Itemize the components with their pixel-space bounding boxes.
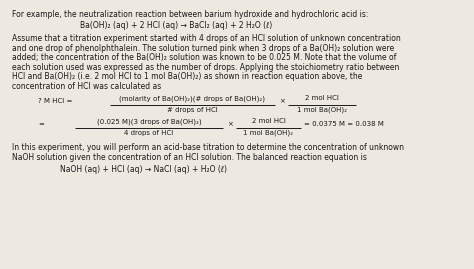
Text: =: = [38,121,44,127]
Text: In this experiment, you will perform an acid-base titration to determine the con: In this experiment, you will perform an … [12,143,404,153]
Text: # drops of HCl: # drops of HCl [167,107,218,113]
Text: NaOH solution given the concentration of an HCl solution. The balanced reaction : NaOH solution given the concentration of… [12,153,367,162]
Text: 2 mol HCl: 2 mol HCl [305,95,339,101]
Text: ? M HCl =: ? M HCl = [38,98,73,104]
Text: 4 drops of HCl: 4 drops of HCl [124,130,173,136]
Text: NaOH (aq) + HCl (aq) → NaCl (aq) + H₂O (ℓ): NaOH (aq) + HCl (aq) → NaCl (aq) + H₂O (… [60,165,227,174]
Text: HCl and Ba(OH)₂ (i.e. 2 mol HCl to 1 mol Ba(OH)₂) as shown in reaction equation : HCl and Ba(OH)₂ (i.e. 2 mol HCl to 1 mol… [12,72,363,81]
Text: (molarity of Ba(OH)₂)(# drops of Ba(OH)₂): (molarity of Ba(OH)₂)(# drops of Ba(OH)₂… [119,95,265,102]
Text: added; the concentration of the Ba(OH)₂ solution was known to be 0.025 M. Note t: added; the concentration of the Ba(OH)₂ … [12,53,396,62]
Text: each solution used was expressed as the number of drops. Applying the stoichiome: each solution used was expressed as the … [12,63,400,72]
Text: concentration of HCl was calculated as: concentration of HCl was calculated as [12,82,161,91]
Text: and one drop of phenolphthalein. The solution turned pink when 3 drops of a Ba(O: and one drop of phenolphthalein. The sol… [12,44,394,53]
Text: 2 mol HCl: 2 mol HCl [252,118,285,124]
Text: = 0.0375 M = 0.038 M: = 0.0375 M = 0.038 M [304,121,384,127]
Text: ×: × [227,121,233,127]
Text: 1 mol Ba(OH)₂: 1 mol Ba(OH)₂ [244,130,293,136]
Text: (0.025 M)(3 drops of Ba(OH)₂): (0.025 M)(3 drops of Ba(OH)₂) [97,118,201,125]
Text: Ba(OH)₂ (aq) + 2 HCl (aq) → BaCl₂ (aq) + 2 H₂O (ℓ): Ba(OH)₂ (aq) + 2 HCl (aq) → BaCl₂ (aq) +… [80,20,272,30]
Text: For example, the neutralization reaction between barium hydroxide and hydrochlor: For example, the neutralization reaction… [12,10,368,19]
Text: Assume that a titration experiment started with 4 drops of an HCl solution of un: Assume that a titration experiment start… [12,34,401,43]
Text: 1 mol Ba(OH)₂: 1 mol Ba(OH)₂ [297,107,347,113]
Text: ×: × [279,98,285,104]
